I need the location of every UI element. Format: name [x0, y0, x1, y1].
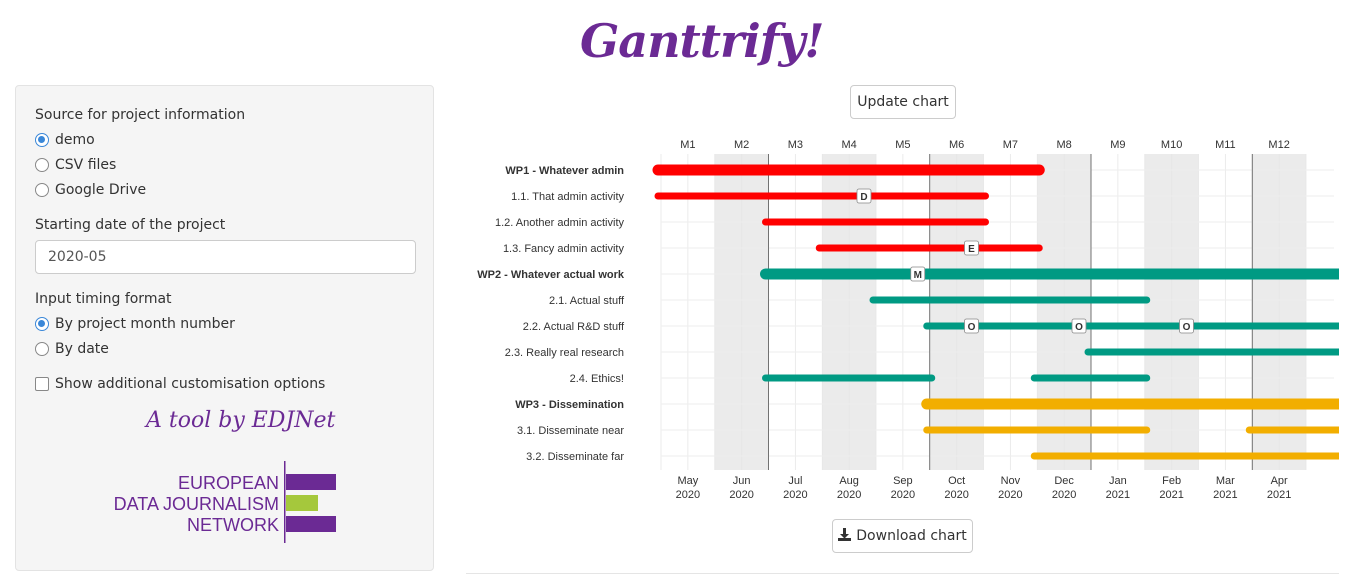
milestone-marker: [964, 240, 979, 256]
update-chart-button[interactable]: Update chart: [850, 85, 956, 119]
milestone-marker: [1071, 318, 1087, 334]
radio-google-drive-control[interactable]: [35, 183, 49, 197]
bottom-axis-year: 2020: [998, 489, 1022, 500]
milestone-marker: [1179, 318, 1194, 334]
row-label: 1.1. That admin activity: [511, 191, 624, 203]
bottom-axis-year: 2020: [944, 489, 968, 500]
top-axis-label: M7: [1003, 139, 1018, 151]
top-axis-label: M10: [1161, 139, 1182, 151]
milestone-marker: [910, 266, 926, 282]
start-date-input[interactable]: 2020-05: [35, 240, 416, 274]
bottom-axis-year: 2020: [729, 489, 753, 500]
row-label: WP1 - Whatever admin: [505, 165, 624, 177]
bottom-axis-year: 2020: [1052, 489, 1076, 500]
bottom-axis-month: Jan: [1109, 475, 1127, 487]
radio-by-date-control[interactable]: [35, 342, 49, 356]
bottom-axis-month: Sep: [893, 475, 913, 487]
top-axis-label: M1: [680, 139, 695, 151]
radio-csv-control[interactable]: [35, 158, 49, 172]
row-label: WP2 - Whatever actual work: [477, 269, 625, 281]
start-date-label: Starting date of the project: [35, 217, 226, 233]
top-axis-label: M6: [949, 139, 964, 151]
row-label: 2.2. Actual R&D stuff: [523, 321, 625, 333]
bottom-axis-year: 2020: [891, 489, 915, 500]
row-label: WP3 - Dissemination: [515, 399, 624, 411]
radio-google-drive[interactable]: Google Drive: [35, 182, 146, 198]
divider-line: [466, 573, 1339, 574]
top-axis-label: M9: [1110, 139, 1125, 151]
bottom-axis-month: Aug: [839, 475, 859, 487]
radio-by-date-label: By date: [55, 341, 109, 357]
bottom-axis-month: Oct: [948, 475, 965, 487]
row-label: 3.1. Disseminate near: [517, 425, 624, 437]
timing-label: Input timing format: [35, 291, 172, 307]
bottom-axis-year: 2020: [676, 489, 700, 500]
source-label: Source for project information: [35, 107, 246, 123]
download-chart-button[interactable]: Download chart: [832, 519, 973, 553]
download-chart-label: Download chart: [856, 528, 967, 544]
logo-bar-2: [286, 495, 318, 511]
bottom-axis-year: 2021: [1159, 489, 1183, 500]
customisation-checkbox-control[interactable]: [35, 377, 49, 391]
milestone-marker: [856, 188, 872, 204]
milestone-marker: [964, 318, 979, 334]
top-axis-label: M2: [734, 139, 749, 151]
bottom-axis-month: Dec: [1054, 475, 1074, 487]
radio-month-number-control[interactable]: [35, 317, 49, 331]
radio-csv-label: CSV files: [55, 157, 117, 173]
radio-month-number-label: By project month number: [55, 316, 235, 332]
bottom-axis-year: 2020: [783, 489, 807, 500]
row-label: 1.3. Fancy admin activity: [503, 243, 625, 255]
edjnet-logo[interactable]: EUROPEAN DATA JOURNALISM NETWORK: [111, 458, 371, 552]
milestone-label: D: [860, 192, 867, 203]
top-axis-label: M11: [1215, 139, 1236, 151]
bottom-axis-month: Nov: [1001, 475, 1021, 487]
top-axis-label: M8: [1056, 139, 1071, 151]
row-label: 2.3. Really real research: [505, 347, 624, 359]
top-axis-label: M4: [841, 139, 856, 151]
bottom-axis-year: 2021: [1267, 489, 1291, 500]
radio-demo-control[interactable]: [35, 133, 49, 147]
bottom-axis-month: Jul: [788, 475, 802, 487]
bottom-axis-year: 2021: [1106, 489, 1130, 500]
top-axis-label: M12: [1268, 139, 1289, 151]
milestone-label: O: [968, 322, 976, 333]
bottom-axis-month: May: [677, 475, 698, 487]
logo-line-2: DATA JOURNALISM: [114, 494, 279, 514]
logo-divider: [284, 461, 286, 543]
radio-by-date[interactable]: By date: [35, 341, 109, 357]
row-label: 2.4. Ethics!: [570, 373, 624, 385]
top-axis-label: M5: [895, 139, 910, 151]
logo-line-3: NETWORK: [187, 515, 279, 535]
radio-demo[interactable]: demo: [35, 132, 95, 148]
milestone-label: E: [968, 244, 975, 255]
radio-demo-label: demo: [55, 132, 95, 148]
row-label: 1.2. Another admin activity: [495, 217, 625, 229]
row-label: 2.1. Actual stuff: [549, 295, 625, 307]
download-icon: [838, 527, 852, 545]
logo-bar-1: [286, 474, 336, 490]
gantt-chart: M1 M2 M3 M4 M5 M6 M7 M8 M9 M10 M11 M12 May 2020 Jun 202…: [466, 130, 1351, 504]
milestone-label: O: [1183, 322, 1191, 333]
customisation-checkbox[interactable]: Show additional customisation options: [35, 376, 325, 392]
milestone-label: O: [1075, 322, 1083, 333]
bottom-axis-month: Feb: [1162, 475, 1181, 487]
bottom-axis-month: Apr: [1271, 475, 1288, 487]
bottom-axis-year: 2020: [837, 489, 861, 500]
logo-line-1: EUROPEAN: [178, 473, 279, 493]
bottom-axis-month: Jun: [733, 475, 751, 487]
bottom-axis-year: 2021: [1213, 489, 1237, 500]
radio-csv[interactable]: CSV files: [35, 157, 116, 173]
app-title: Ganttrify!: [580, 14, 824, 68]
logo-bar-3: [286, 516, 336, 532]
radio-google-drive-label: Google Drive: [55, 182, 147, 198]
customisation-checkbox-label: Show additional customisation options: [55, 376, 326, 392]
row-label: 3.2. Disseminate far: [526, 451, 624, 463]
milestone-label: M: [914, 270, 922, 281]
sidebar-panel: Source for project information demo CSV …: [15, 85, 434, 571]
top-axis-label: M3: [788, 139, 803, 151]
radio-month-number[interactable]: By project month number: [35, 316, 235, 332]
bottom-axis-month: Mar: [1216, 475, 1235, 487]
tool-by-text: A tool by EDJNet: [146, 408, 336, 433]
